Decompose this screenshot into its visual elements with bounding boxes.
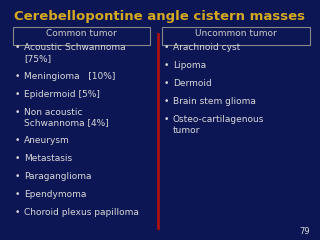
Text: Arachnoid cyst: Arachnoid cyst <box>173 43 240 52</box>
Text: •: • <box>14 136 20 145</box>
Text: Osteo-cartilagenous
tumor: Osteo-cartilagenous tumor <box>173 115 264 135</box>
Text: 79: 79 <box>300 228 310 236</box>
Text: Aneurysm: Aneurysm <box>24 136 70 145</box>
Text: Ependymoma: Ependymoma <box>24 190 86 199</box>
Text: •: • <box>163 43 169 52</box>
Text: •: • <box>14 172 20 181</box>
Text: •: • <box>163 79 169 88</box>
Text: Meningioma   [10%]: Meningioma [10%] <box>24 72 116 81</box>
Text: Metastasis: Metastasis <box>24 154 72 163</box>
Text: Cerebellopontine angle cistern masses: Cerebellopontine angle cistern masses <box>14 10 306 23</box>
Text: Paraganglioma: Paraganglioma <box>24 172 92 181</box>
Text: Common tumor: Common tumor <box>46 29 117 38</box>
Text: Acoustic Schwannoma
[75%]: Acoustic Schwannoma [75%] <box>24 43 126 63</box>
Text: •: • <box>163 97 169 106</box>
Text: Epidermoid [5%]: Epidermoid [5%] <box>24 90 100 99</box>
Text: Uncommon tumor: Uncommon tumor <box>195 29 277 38</box>
Text: •: • <box>14 208 20 217</box>
FancyBboxPatch shape <box>162 27 310 45</box>
Text: Lipoma: Lipoma <box>173 61 206 70</box>
Text: Dermoid: Dermoid <box>173 79 212 88</box>
Text: Choroid plexus papilloma: Choroid plexus papilloma <box>24 208 139 217</box>
Text: •: • <box>14 72 20 81</box>
Text: •: • <box>14 90 20 99</box>
FancyBboxPatch shape <box>13 27 150 45</box>
Text: Brain stem glioma: Brain stem glioma <box>173 97 256 106</box>
Text: •: • <box>14 43 20 52</box>
Text: Non acoustic
Schwannoma [4%]: Non acoustic Schwannoma [4%] <box>24 108 109 127</box>
Text: •: • <box>163 115 169 124</box>
Text: •: • <box>14 190 20 199</box>
Text: •: • <box>14 154 20 163</box>
Text: •: • <box>14 108 20 116</box>
Text: •: • <box>163 61 169 70</box>
